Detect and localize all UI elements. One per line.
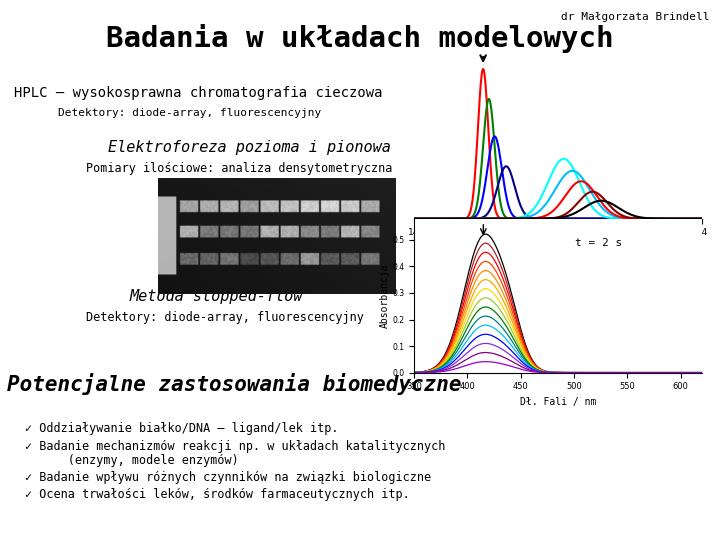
- Text: (enzymy, modele enzymów): (enzymy, modele enzymów): [25, 454, 239, 467]
- Text: Pomiary ilościowe: analiza densytometryczna: Pomiary ilościowe: analiza densytometryc…: [86, 162, 393, 175]
- Text: HPLC – wysokosprawna chromatografia cieczowa: HPLC – wysokosprawna chromatografia ciec…: [14, 86, 383, 100]
- Text: Detektory: diode-array, fluorescencyjny: Detektory: diode-array, fluorescencyjny: [86, 310, 364, 323]
- Text: Potencjalne zastosowania biomedyczne: Potencjalne zastosowania biomedyczne: [7, 373, 462, 395]
- Text: dr Małgorzata Brindell: dr Małgorzata Brindell: [561, 12, 709, 22]
- Text: ✓ Badanie wpływu różnych czynników na związki biologiczne: ✓ Badanie wpływu różnych czynników na zw…: [25, 471, 431, 484]
- X-axis label: Czas retencji/ min: Czas retencji/ min: [505, 243, 611, 253]
- Text: ✓ Badanie mechanizmów reakcji np. w układach katalitycznych: ✓ Badanie mechanizmów reakcji np. w ukła…: [25, 440, 446, 453]
- X-axis label: Dł. Fali / nm: Dł. Fali / nm: [520, 397, 596, 407]
- Text: ✓ Ocena trwałości leków, środków farmaceutycznych itp.: ✓ Ocena trwałości leków, środków farmace…: [25, 488, 410, 501]
- Text: t = 2 s: t = 2 s: [575, 238, 623, 248]
- Text: Elektroforeza pozioma i pionowa: Elektroforeza pozioma i pionowa: [108, 140, 391, 156]
- Y-axis label: Absorbancja: Absorbancja: [379, 264, 390, 328]
- Text: Metoda stopped-flow: Metoda stopped-flow: [130, 289, 303, 304]
- Text: Badania w układach modelowych: Badania w układach modelowych: [107, 24, 613, 53]
- Text: Detektory: diode-array, fluorescencyjny: Detektory: diode-array, fluorescencyjny: [58, 108, 321, 118]
- Text: ✓ Oddziaływanie białko/DNA – ligand/lek itp.: ✓ Oddziaływanie białko/DNA – ligand/lek …: [25, 422, 338, 435]
